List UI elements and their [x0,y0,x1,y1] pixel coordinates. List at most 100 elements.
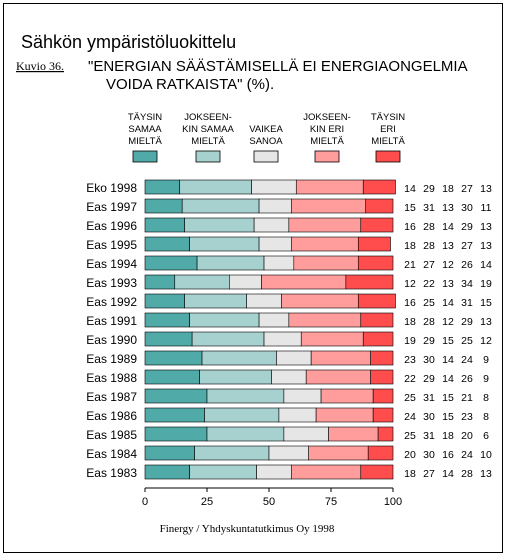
value-label-2-4: 13 [480,221,492,233]
value-label-10-2: 14 [442,373,454,385]
value-label-12-3: 23 [461,411,473,423]
bar-segment-6-0 [144,293,185,309]
value-label-0-2: 18 [442,183,454,195]
chart-svg: Sähkön ympäristöluokittelu Kuvio 36. "EN… [16,32,492,535]
legend-label-3-0: JOKSEEN- [303,112,351,123]
value-label-2-0: 16 [404,221,416,233]
category-label-8: Eas 1990 [86,333,137,347]
value-label-15-0: 18 [404,468,416,480]
value-label-0-4: 13 [480,183,492,195]
value-label-14-2: 16 [442,449,454,461]
legend-label-1-2: MIELTÄ [191,136,225,147]
bar-segment-8-3 [300,331,364,347]
bar-segment-3-4 [357,236,391,252]
legend-label-3-1: KIN ERI [310,124,344,135]
bar-segment-5-4 [345,274,394,290]
bar-segment-0-4 [362,179,396,195]
category-label-13: Eas 1985 [86,428,137,442]
bar-segment-7-2 [258,312,290,328]
value-label-9-2: 14 [442,354,454,366]
bar-segment-7-0 [144,312,190,328]
bar-segment-3-2 [258,236,292,252]
value-label-10-1: 29 [423,373,435,385]
value-label-13-1: 31 [423,430,435,442]
value-label-4-2: 12 [442,259,454,271]
value-label-12-4: 8 [483,411,489,423]
bar-segment-7-1 [189,312,260,328]
legend-label-1-1: KIN SAMAA [182,124,234,135]
bar-segment-4-1 [196,255,265,271]
value-label-8-2: 15 [442,335,454,347]
value-label-10-4: 9 [483,373,489,385]
bar-segment-0-0 [144,179,181,195]
value-label-15-1: 27 [423,468,435,480]
bar-segment-11-1 [206,388,285,404]
value-label-3-2: 13 [442,240,454,252]
category-label-9: Eas 1989 [86,352,137,366]
bar-segment-14-1 [194,445,270,461]
value-label-11-2: 15 [442,392,454,404]
legend-swatch-1 [195,150,221,163]
legend-label-0-2: MIELTÄ [128,136,162,147]
bar-segment-10-2 [271,369,307,385]
bar-segment-10-0 [144,369,200,385]
value-label-5-2: 13 [442,278,454,290]
bar-segment-2-1 [184,217,255,233]
category-label-3: Eas 1995 [86,238,137,252]
x-axis: 0 25 50 75 100 [142,487,402,508]
bar-segment-15-1 [189,464,257,480]
bar-segment-12-4 [372,407,394,423]
value-label-14-1: 30 [423,449,435,461]
value-label-13-2: 18 [442,430,454,442]
bar-segment-13-3 [328,426,379,442]
x-tick-label-2: 50 [263,496,275,508]
value-label-1-1: 31 [423,202,435,214]
bar-segment-0-3 [295,179,364,195]
bar-segment-8-1 [191,331,265,347]
bar-segment-13-4 [377,426,394,442]
value-label-9-0: 23 [404,354,416,366]
bar-segment-13-0 [144,426,208,442]
value-label-3-3: 27 [461,240,473,252]
value-label-5-1: 22 [423,278,435,290]
bar-segment-3-3 [291,236,359,252]
legend-label-1-0: JOKSEEN- [184,112,232,123]
value-label-12-0: 24 [404,411,416,423]
value-label-10-3: 26 [461,373,473,385]
value-label-1-3: 30 [461,202,473,214]
value-label-8-3: 25 [461,335,473,347]
value-label-8-0: 19 [404,335,416,347]
category-label-1: Eas 1997 [86,200,137,214]
bar-segment-13-1 [206,426,285,442]
bar-segment-11-0 [144,388,208,404]
value-label-3-4: 13 [480,240,492,252]
bar-segment-1-3 [291,198,367,214]
value-label-1-2: 13 [442,202,454,214]
bar-segment-8-4 [362,331,394,347]
bar-segment-7-4 [360,312,394,328]
bar-segment-12-1 [204,407,280,423]
bar-segment-12-0 [144,407,205,423]
bar-segment-3-1 [189,236,260,252]
bar-segment-13-2 [283,426,329,442]
subtitle-line-2: VOIDA RATKAISTA" (%). [106,76,274,93]
value-label-7-2: 12 [442,316,454,328]
value-label-14-4: 10 [480,449,492,461]
legend-label-4-0: TÄYSIN [371,112,405,123]
value-label-1-4: 11 [481,202,492,214]
value-label-10-0: 22 [404,373,416,385]
chart-title: Sähkön ympäristöluokittelu [21,32,236,52]
value-label-11-4: 8 [483,392,489,404]
category-label-14: Eas 1984 [86,447,137,461]
value-label-5-0: 12 [404,278,416,290]
value-label-5-4: 19 [480,278,492,290]
value-label-7-1: 28 [423,316,435,328]
category-label-2: Eas 1996 [86,219,137,233]
source-note: Finergy / Yhdyskuntatutkimus Oy 1998 [160,523,335,535]
category-label-7: Eas 1991 [86,314,137,328]
bar-segment-5-0 [144,274,176,290]
category-label-10: Eas 1988 [86,371,137,385]
value-label-0-3: 27 [461,183,473,195]
bar-segment-11-2 [283,388,322,404]
